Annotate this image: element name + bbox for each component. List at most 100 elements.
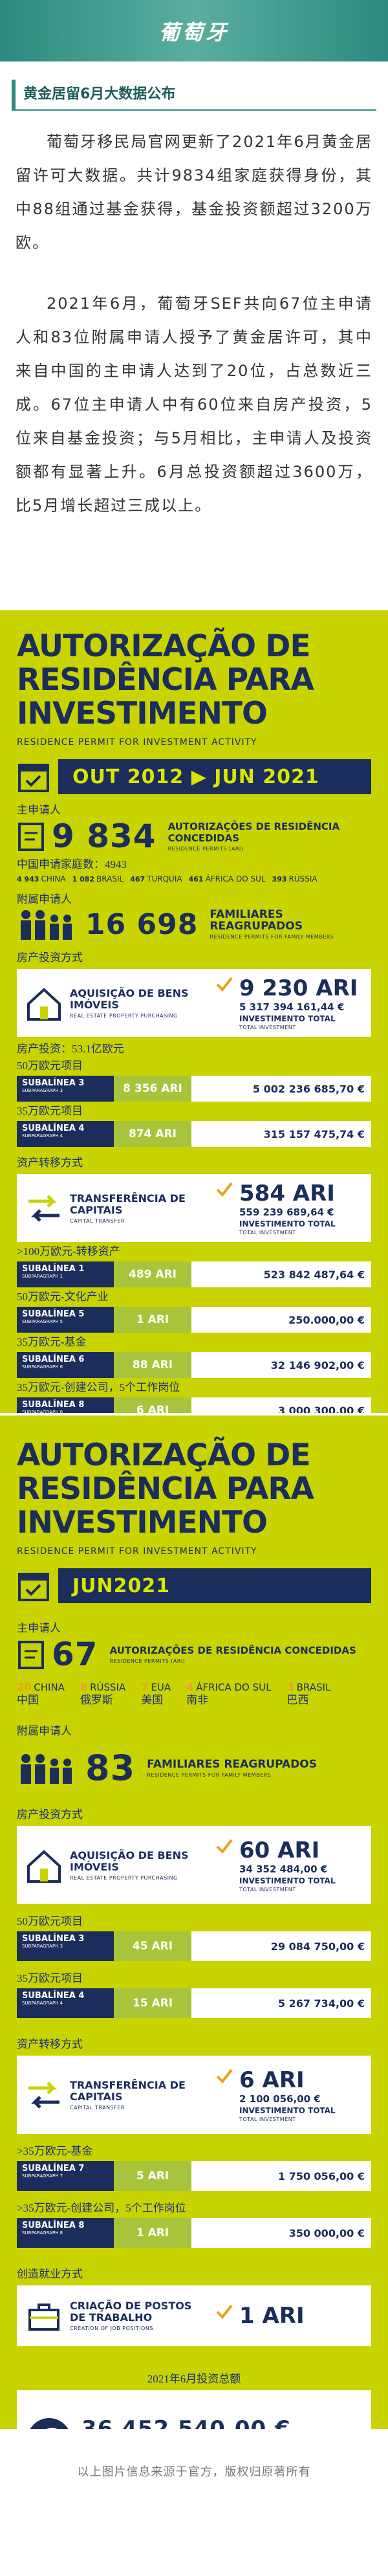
category-figures: 1 ARI bbox=[239, 2303, 305, 2329]
category-text: AQUISIÇÃO DE BENS IMÓVEIS REAL ESTATE PRO… bbox=[70, 987, 199, 1019]
country: 8 RÚSSIA 俄罗斯 bbox=[80, 1681, 125, 1707]
category-text: CRIAÇÃO DE POSTOS DE TRABALHO CREATION OF… bbox=[70, 2300, 199, 2332]
category-left: TRANSFERÊNCIA DE CAPITAIS CAPITAL TRANSFE… bbox=[25, 2076, 215, 2114]
article-title: 黄金居留6月大数据公布 bbox=[12, 80, 376, 111]
country-value: 8 bbox=[80, 1681, 88, 1693]
country-value: 461 bbox=[188, 875, 204, 883]
annotation: 房产投资：53.1亿欧元 bbox=[17, 1043, 124, 1055]
infographic-title: AUTORIZAÇÃO DE RESIDÊNCIA PARA INVESTIME… bbox=[17, 1438, 314, 1540]
icon bbox=[17, 907, 74, 942]
subparagraph-sub: SUBPARAGRAPH 4 bbox=[22, 1133, 63, 1138]
icon bbox=[25, 2297, 63, 2335]
icon bbox=[215, 1181, 234, 1199]
subparagraph-ari: 489 ARI bbox=[114, 1261, 191, 1287]
category-right: 60 ARI 34 352 484,00 € INVESTIMENTO TOTAL T… bbox=[215, 1838, 363, 1893]
category-title: TRANSFERÊNCIA DE CAPITAIS bbox=[70, 2078, 186, 2103]
icon bbox=[25, 1847, 63, 1884]
icon bbox=[17, 820, 45, 852]
country: 7 EUA 美国 bbox=[141, 1681, 171, 1707]
category-text: AQUISIÇÃO DE BENS IMÓVEIS REAL ESTATE PRO… bbox=[70, 1849, 199, 1881]
total-value: 36 452 540,00 € bbox=[81, 2416, 291, 2429]
subparagraph-title: SUBALÍNEA 5 bbox=[22, 1309, 85, 1319]
footer: 以上图片信息来源于官方，版权归原著所有 bbox=[77, 2465, 311, 2479]
subparagraph-name: SUBALÍNEA 1 SUBPARAGRAPH 1 bbox=[17, 1261, 114, 1287]
icon-graphic bbox=[21, 910, 72, 940]
country-cn: 中国 bbox=[17, 1694, 39, 1706]
category-panel: TRANSFERÊNCIA DE CAPITAIS CAPITAL TRANSFE… bbox=[17, 2056, 371, 2134]
main-row: 9 834 AUTORIZAÇÕES DE RESIDÊNCIA CONCEDID… bbox=[17, 817, 371, 855]
category-ari: 60 ARI bbox=[239, 1838, 320, 1863]
country: 3 BRASIL 巴西 bbox=[286, 1681, 330, 1707]
country-name: TURQUIA bbox=[147, 874, 182, 883]
country-name: CHINA bbox=[34, 1682, 65, 1693]
subparagraph-sub: SUBPARAGRAPH 7 bbox=[22, 2173, 63, 2179]
total-box: 36 452 540,00 €INVESTIMENTO TOTALJUNHO 2… bbox=[17, 2390, 371, 2429]
subparagraph-sub: SUBPARAGRAPH 3 bbox=[22, 1088, 63, 1093]
period: OUT 2012 ▶ JUN 2021 bbox=[17, 758, 371, 795]
main-label-group: AUTORIZAÇÕES DE RESIDÊNCIA CONCEDIDAS RES… bbox=[110, 1645, 371, 1664]
category-panel: CRIAÇÃO DE POSTOS DE TRABALHO CREATION OF… bbox=[17, 2285, 371, 2346]
category-figures: 584 ARI 559 239 689,64 € INVESTIMENTO TOTA… bbox=[239, 1181, 336, 1236]
icon bbox=[215, 2303, 234, 2321]
icon-graphic bbox=[28, 2304, 59, 2331]
family-label: FAMILIARES REAGRUPADOS bbox=[147, 1757, 317, 1771]
category-left: AQUISIÇÃO DE BENS IMÓVEIS REAL ESTATE PRO… bbox=[25, 984, 215, 1022]
period-label: OUT 2012 ▶ JUN 2021 bbox=[58, 759, 371, 794]
subparagraph-title: SUBALÍNEA 6 bbox=[22, 1355, 85, 1364]
icon bbox=[17, 760, 50, 794]
subparagraph-ari: 15 ARI bbox=[114, 1988, 191, 2018]
annotation: 房产投资方式 bbox=[17, 951, 83, 964]
annotation: 附属申请人 bbox=[17, 1725, 72, 1737]
subparagraph-amount: 32 146 902,00 € bbox=[191, 1352, 371, 1378]
subparagraph-ari: 874 ARI bbox=[114, 1121, 191, 1147]
country-cn: 南非 bbox=[186, 1694, 209, 1706]
countries: 20 CHINA 中国 8 RÚSSIA 俄罗斯 7 EUA 美国 4 ÁFRICA DO SUL 南… bbox=[17, 1681, 371, 1707]
family-label: FAMILIARES REAGRUPADOS bbox=[210, 908, 303, 933]
country: 20 CHINA 中国 bbox=[17, 1681, 65, 1707]
annotation: 35万欧元-基金 bbox=[17, 1336, 87, 1348]
subparagraph-ari: 5 ARI bbox=[114, 2161, 191, 2191]
category-total: 34 352 484,00 € bbox=[239, 1863, 328, 1875]
total-group: 36 452 540,00 €INVESTIMENTO TOTALJUNHO 2… bbox=[81, 2416, 292, 2429]
family-value: 83 bbox=[85, 1748, 136, 1788]
family-row: 83 FAMILIARES REAGRUPADOS RESIDENCE PERMIT… bbox=[17, 1748, 371, 1788]
category-total-label: INVESTIMENTO TOTAL bbox=[239, 1219, 336, 1228]
country-name: RÚSSIA bbox=[288, 874, 318, 883]
category-title: AQUISIÇÃO DE BENS IMÓVEIS bbox=[70, 1849, 189, 1873]
subparagraph-ari: 8 356 ARI bbox=[114, 1076, 191, 1102]
subparagraph-title: SUBALÍNEA 8 bbox=[22, 1400, 85, 1410]
category-sublabel: REAL ESTATE PROPERTY PURCHASING bbox=[70, 1012, 178, 1019]
category-total-sublabel: TOTAL INVESTMENT bbox=[239, 1230, 296, 1236]
category-total-label: INVESTIMENTO TOTAL bbox=[239, 1014, 336, 1023]
icon bbox=[25, 1190, 63, 1227]
subparagraph-amount: 250.000,00 € bbox=[191, 1307, 371, 1333]
subparagraph-sub: SUBPARAGRAPH 8 bbox=[22, 2230, 63, 2236]
icon-graphic bbox=[18, 1641, 44, 1669]
category-sublabel: CREATION OF JOB POSITIONS bbox=[70, 2326, 153, 2331]
annotation: 35万欧元项目 bbox=[17, 1972, 83, 1984]
subparagraph-name: SUBALÍNEA 8 SUBPARAGRAPH 8 bbox=[17, 2218, 114, 2248]
category-title: TRANSFERÊNCIA DE CAPITAIS bbox=[70, 1192, 186, 1216]
category-total-label: INVESTIMENTO TOTAL bbox=[239, 2106, 336, 2115]
subparagraph-name: SUBALÍNEA 7 SUBPARAGRAPH 7 bbox=[17, 2161, 114, 2191]
subparagraph-amount: 315 157 475,74 € bbox=[191, 1121, 371, 1147]
subparagraph-name: SUBALÍNEA 5 SUBPARAGRAPH 5 bbox=[17, 1307, 114, 1333]
subparagraph-amount: 523 842 487,64 € bbox=[191, 1261, 371, 1287]
category-left: CRIAÇÃO DE POSTOS DE TRABALHO CREATION OF… bbox=[25, 2297, 215, 2335]
country-value: 3 bbox=[286, 1681, 294, 1693]
family-value: 16 698 bbox=[85, 907, 199, 941]
category-ari: 584 ARI bbox=[239, 1181, 335, 1206]
country-name: ÁFRICA DO SUL bbox=[196, 1682, 272, 1693]
paragraph: 葡萄牙移民局官网更新了2021年6月黄金居留许可大数据。共计9834组家庭获得身… bbox=[16, 133, 372, 252]
country-value: 4 bbox=[186, 1681, 194, 1693]
icon-graphic bbox=[27, 987, 61, 1021]
family-sublabel: RESIDENCE PERMITS FOR FAMILY MEMBERS bbox=[147, 1771, 272, 1778]
category-total-sublabel: TOTAL INVESTMENT bbox=[239, 1887, 296, 1893]
annotation: 附属申请人 bbox=[17, 893, 72, 905]
annotation: >35万欧元-创建公司，5个工作岗位 bbox=[17, 2202, 186, 2214]
subparagraph-title: SUBALÍNEA 4 bbox=[22, 1991, 85, 2001]
family-label-group: FAMILIARES REAGRUPADOS RESIDENCE PERMITS … bbox=[210, 909, 371, 940]
